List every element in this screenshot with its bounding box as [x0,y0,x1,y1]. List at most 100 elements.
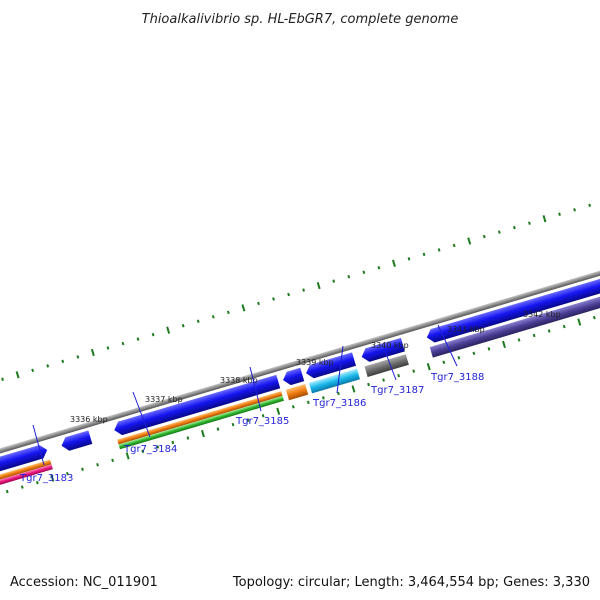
minor-tick [442,360,446,364]
scale-label: 3339 kbp [296,358,334,367]
minor-tick [20,485,24,489]
major-tick [467,237,472,245]
inner-tick-track [5,315,596,494]
genome-backbone [0,226,600,488]
minor-tick [76,355,80,359]
minor-tick [291,405,295,409]
scale-labels: 3336 kbp 3337 kbp 3338 kbp 3339 kbp 3340… [70,310,561,424]
gene-label-tgr7-3183[interactable]: Tgr7_3183 [19,473,73,484]
minor-tick [306,400,310,405]
minor-tick [337,391,340,396]
minor-tick [562,324,566,329]
gene-labels: Tgr7_3183 Tgr7_3184 Tgr7_3185 Tgr7_3186 … [19,324,484,484]
gene-label-tgr7-3187[interactable]: Tgr7_3187 [370,385,424,396]
gene-next-arrow[interactable] [425,234,600,345]
minor-tick [452,243,456,248]
minor-tick [287,292,290,297]
minor-tick [437,248,441,252]
gene-label-connector [384,350,397,381]
track-tgr7-3183-orange [0,459,52,512]
track-tgr7-3187-cyan [308,368,360,394]
minor-tick [141,449,145,454]
minor-tick [528,221,531,225]
gene-label-tgr7-3188[interactable]: Tgr7_3188 [430,372,484,383]
scale-label: 3341 kbp [447,325,485,334]
major-tick [90,348,95,357]
map-area [0,203,600,517]
gene-label-connector [437,324,458,367]
minor-tick [482,234,486,239]
minor-tick [211,315,215,319]
accession-text: Accession: NC_011901 [10,575,158,590]
gene-tgr7-3187-arrow[interactable] [304,352,356,380]
gene-tgr7-3185-arrow[interactable] [112,374,281,437]
minor-tick [397,373,401,378]
minor-tick [61,359,65,364]
minor-tick [1,377,4,381]
minor-tick [457,356,461,360]
major-tick [276,407,281,415]
minor-tick [96,463,99,467]
minor-tick [407,257,411,261]
track-tgr7-3183-pink [0,464,53,517]
minor-tick [592,315,596,320]
minor-tick [558,212,561,216]
minor-tick [532,333,536,338]
track-tgr7-3188-grey [364,354,409,377]
gene-tgr7-3188-arrow[interactable] [360,337,405,364]
minor-tick [332,279,336,283]
minor-tick [588,203,592,208]
minor-tick [261,414,265,418]
minor-tick [46,364,50,368]
minor-tick [81,467,84,471]
minor-tick [171,440,175,445]
minor-tick [66,471,69,476]
minor-tick [186,436,190,440]
major-tick [391,259,396,267]
minor-tick [272,297,275,301]
gene-label-connector [32,424,45,466]
minor-tick [412,369,416,373]
gene-tgr7-3184-arrow[interactable] [60,430,93,452]
minor-tick [151,332,155,337]
minor-tick [196,319,200,323]
cds-track [0,234,600,504]
major-tick [200,429,205,438]
minor-tick [382,378,385,382]
minor-tick [422,252,426,257]
track-next-purple [429,250,600,358]
minor-tick [216,427,220,431]
major-tick [542,215,547,223]
gene-label-connector [132,391,151,438]
minor-tick [257,301,260,306]
major-tick [426,363,431,371]
feature-tracks [0,250,600,517]
gene-tgr7-3183-arrow[interactable] [0,443,49,504]
gene-label-tgr7-3186[interactable]: Tgr7_3186 [312,398,366,409]
minor-tick [246,418,250,422]
gene-label-connector [249,366,262,412]
outer-tick-track [1,203,592,381]
minor-tick [121,341,125,346]
gene-label-connector [336,345,344,394]
gene-label-tgr7-3185[interactable]: Tgr7_3185 [235,416,289,427]
minor-tick [35,480,39,485]
major-tick [351,385,356,393]
minor-tick [362,270,366,274]
gene-tgr7-3186-arrow[interactable] [281,367,305,387]
gene-label-tgr7-3184[interactable]: Tgr7_3184 [123,444,177,455]
minor-tick [136,337,140,341]
major-tick [50,474,55,482]
minor-tick [573,208,576,212]
scale-label: 3342 kbp [523,310,561,319]
minor-tick [472,351,476,356]
scale-label: 3338 kbp [220,376,258,385]
minor-tick [512,225,516,230]
genome-summary-text: Topology: circular; Length: 3,464,554 bp… [232,575,590,590]
minor-tick [377,266,381,270]
minor-tick [226,310,230,315]
major-tick [316,281,321,290]
track-tgr7-3185-green [118,395,284,450]
minor-tick [231,422,235,427]
